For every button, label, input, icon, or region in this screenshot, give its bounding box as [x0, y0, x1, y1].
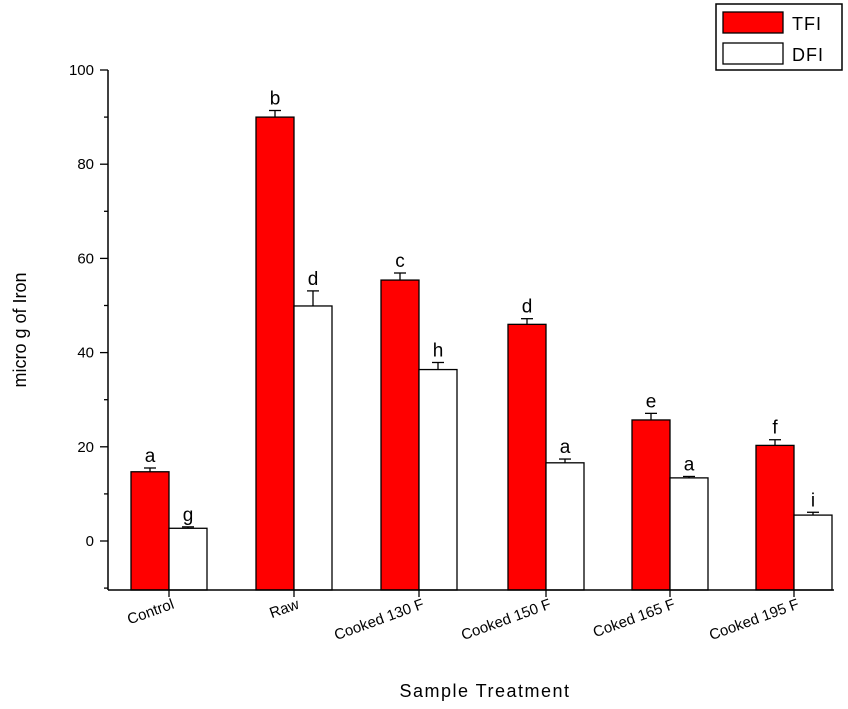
significance-label: f — [772, 418, 778, 439]
bar-tfi — [380, 279, 420, 591]
bar-tfi — [507, 323, 547, 591]
x-axis-title: Sample Treatment — [399, 681, 570, 701]
significance-label: a — [684, 454, 695, 475]
bar-dfi — [293, 305, 333, 591]
significance-label: a — [560, 437, 571, 458]
significance-label: d — [308, 269, 319, 290]
bar-tfi — [755, 444, 795, 591]
bar-tfi — [130, 471, 170, 591]
bar-dfi — [669, 477, 709, 591]
legend: TFI DFI — [715, 3, 843, 71]
significance-label: h — [433, 340, 444, 361]
legend-label-dfi: DFI — [792, 45, 824, 65]
x-tick-label: Raw — [267, 596, 301, 622]
y-tick-label: 40 — [77, 345, 94, 362]
significance-label: e — [646, 391, 657, 412]
x-tick-label: Cooked 195 F — [707, 596, 801, 644]
significance-label: g — [183, 505, 194, 526]
significance-label: a — [145, 446, 156, 467]
y-tick-label: 100 — [69, 62, 94, 79]
bar-dfi — [793, 514, 833, 591]
x-tick-label: Coked 165 F — [591, 596, 678, 641]
significance-label: i — [811, 490, 815, 511]
y-tick-label: 0 — [86, 533, 94, 550]
x-tick-label: Control — [125, 596, 176, 629]
bar-tfi — [631, 419, 671, 591]
x-tick-label: Cooked 150 F — [459, 596, 553, 644]
legend-swatch-tfi — [722, 11, 784, 34]
x-tick-label: Cooked 130 F — [332, 596, 426, 644]
y-axis-title: micro g of Iron — [10, 272, 30, 387]
legend-swatch-dfi — [722, 42, 784, 65]
bar-dfi — [168, 527, 208, 591]
bar-dfi — [545, 462, 585, 591]
bar-dfi — [418, 368, 458, 591]
y-tick-label: 60 — [77, 250, 94, 267]
bar-tfi — [255, 116, 295, 591]
y-tick-label: 20 — [77, 439, 94, 456]
legend-label-tfi: TFI — [792, 14, 822, 34]
significance-label: b — [270, 89, 281, 110]
significance-label: d — [522, 297, 533, 318]
significance-label: c — [395, 251, 405, 272]
y-tick-label: 80 — [77, 156, 94, 173]
